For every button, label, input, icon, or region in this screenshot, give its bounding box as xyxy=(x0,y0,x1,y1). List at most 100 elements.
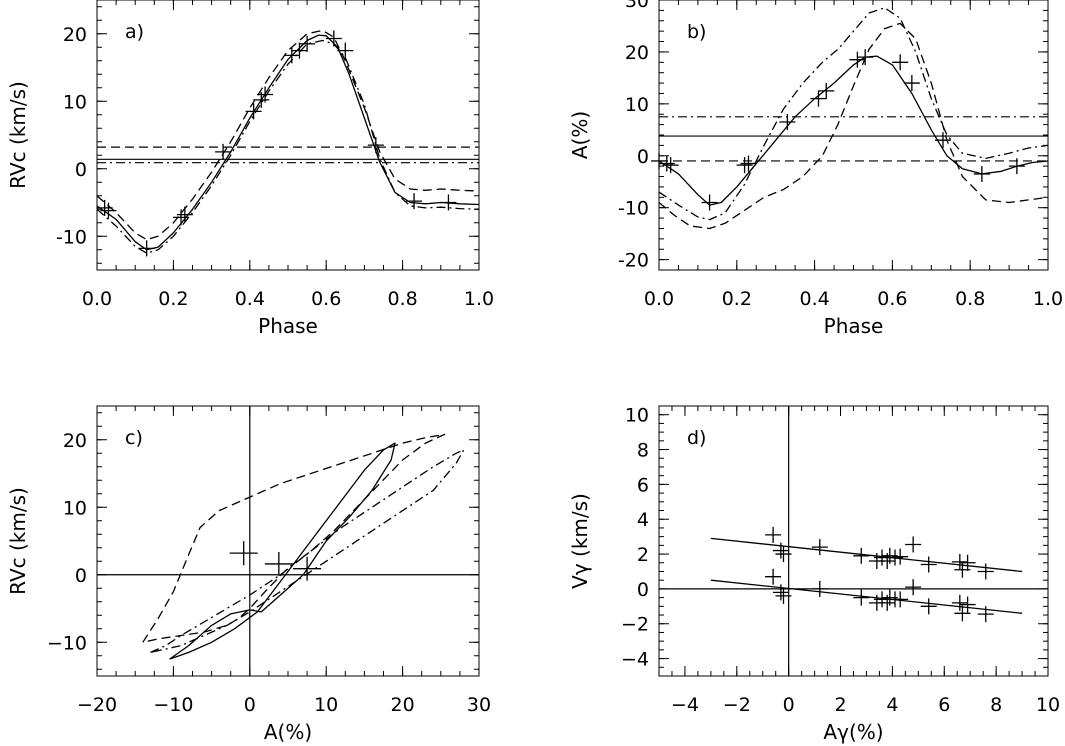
data-point xyxy=(920,556,937,573)
data-point xyxy=(245,103,262,120)
y-axis-label: Vγ (km/s) xyxy=(568,493,592,589)
data-point xyxy=(772,542,789,559)
y-tick-label: 20 xyxy=(625,42,649,64)
data-point xyxy=(934,132,951,149)
series-group xyxy=(659,7,1048,230)
data-point xyxy=(96,199,113,216)
series-group xyxy=(97,406,479,676)
y-tick-label: 10 xyxy=(625,94,649,116)
series-curve-solid xyxy=(659,55,1048,206)
y-tick-label: 0 xyxy=(637,146,649,168)
plot-frame xyxy=(658,0,1049,271)
x-tick-label: −20 xyxy=(77,694,117,716)
series-curve-dashdot xyxy=(150,449,465,654)
x-tick-label: −2 xyxy=(723,694,751,716)
y-tick-label: 0 xyxy=(75,565,87,587)
data-point xyxy=(765,568,782,585)
x-tick-label: 0.8 xyxy=(955,288,985,310)
panel-label: a) xyxy=(125,21,144,43)
y-axis-label: RVc (km/s) xyxy=(6,487,30,595)
x-tick-label: 0 xyxy=(244,694,256,716)
series-curve-dashed xyxy=(142,433,446,643)
x-tick-label: −4 xyxy=(671,694,699,716)
panel-label: d) xyxy=(687,427,706,449)
x-tick-label: 2 xyxy=(834,694,846,716)
y-tick-label: 4 xyxy=(637,509,649,531)
data-point xyxy=(736,157,753,174)
y-tick-label: 10 xyxy=(63,497,87,519)
plot-frame xyxy=(658,405,1049,677)
x-axis-label: Phase xyxy=(258,314,318,338)
data-point xyxy=(892,548,909,565)
series-curve-dashed xyxy=(97,29,479,241)
data-point xyxy=(903,75,920,92)
x-tick-label: 0.4 xyxy=(799,288,829,310)
y-tick-label: 20 xyxy=(63,24,87,46)
x-tick-label: 0.2 xyxy=(158,288,188,310)
data-point xyxy=(440,194,457,211)
data-point xyxy=(811,539,828,556)
y-tick-label: −4 xyxy=(621,649,649,671)
y-axis-label: A(%) xyxy=(568,111,592,159)
data-point xyxy=(176,206,193,223)
x-tick-label: 10 xyxy=(314,694,338,716)
data-point xyxy=(977,606,994,623)
data-point xyxy=(337,42,354,59)
data-point xyxy=(173,209,190,226)
panel-a: 0.0 0.2 0.4 0.6 0.8 1.0 -10 0 10 20 a) Phase RVc (km… xyxy=(6,0,494,338)
data-point xyxy=(740,155,757,172)
series-group xyxy=(97,29,479,254)
data-point xyxy=(257,86,274,103)
data-point xyxy=(853,589,870,606)
x-tick-label: 4 xyxy=(886,694,898,716)
y-tick-label: -20 xyxy=(618,250,649,272)
data-point xyxy=(651,152,667,169)
x-tick-label: 0.4 xyxy=(235,288,265,310)
x-tick-label: −10 xyxy=(153,694,193,716)
data-point xyxy=(951,553,968,570)
x-tick-label: 6 xyxy=(938,694,950,716)
y-tick-label: 8 xyxy=(637,440,649,462)
data-point xyxy=(810,90,827,107)
series-group xyxy=(659,406,1048,676)
data-point xyxy=(954,605,971,622)
data-point xyxy=(658,155,675,172)
x-tick-label: 0.8 xyxy=(387,288,417,310)
data-point xyxy=(264,551,293,576)
x-tick-label: 0.6 xyxy=(311,288,341,310)
y-tick-label: 30 xyxy=(625,0,649,12)
data-point xyxy=(662,157,679,174)
data-point xyxy=(849,51,866,68)
data-point xyxy=(229,541,258,566)
data-point xyxy=(701,194,718,211)
x-tick-label: 30 xyxy=(467,694,491,716)
series-curve-solid xyxy=(169,442,396,660)
series-curve-dashdot xyxy=(659,7,1048,221)
x-tick-label: 1.0 xyxy=(1033,288,1063,310)
plot-frame xyxy=(96,0,480,271)
y-axis-label: RVc (km/s) xyxy=(6,81,30,189)
data-point xyxy=(138,240,155,257)
data-point xyxy=(367,137,384,154)
data-point xyxy=(1008,158,1025,175)
y-tick-label: 0 xyxy=(637,579,649,601)
y-tick-label: 20 xyxy=(63,430,87,452)
panel-label: c) xyxy=(125,427,143,449)
x-tick-label: 8 xyxy=(990,694,1002,716)
data-point xyxy=(100,202,117,219)
x-axis-label: Aγ(%) xyxy=(823,720,883,744)
data-point xyxy=(959,596,976,613)
x-tick-label: 1.0 xyxy=(464,288,494,310)
series-curve-solid xyxy=(97,34,479,251)
data-point xyxy=(973,165,990,182)
x-tick-label: 10 xyxy=(1036,694,1060,716)
data-point xyxy=(977,563,994,580)
y-tick-label: −2 xyxy=(621,614,649,636)
panel-label: b) xyxy=(687,21,706,43)
data-point xyxy=(293,556,322,581)
y-tick-label: -10 xyxy=(56,226,87,248)
plot-frame xyxy=(96,405,480,677)
data-point xyxy=(811,580,828,597)
data-point xyxy=(905,579,922,596)
data-point xyxy=(959,554,976,571)
